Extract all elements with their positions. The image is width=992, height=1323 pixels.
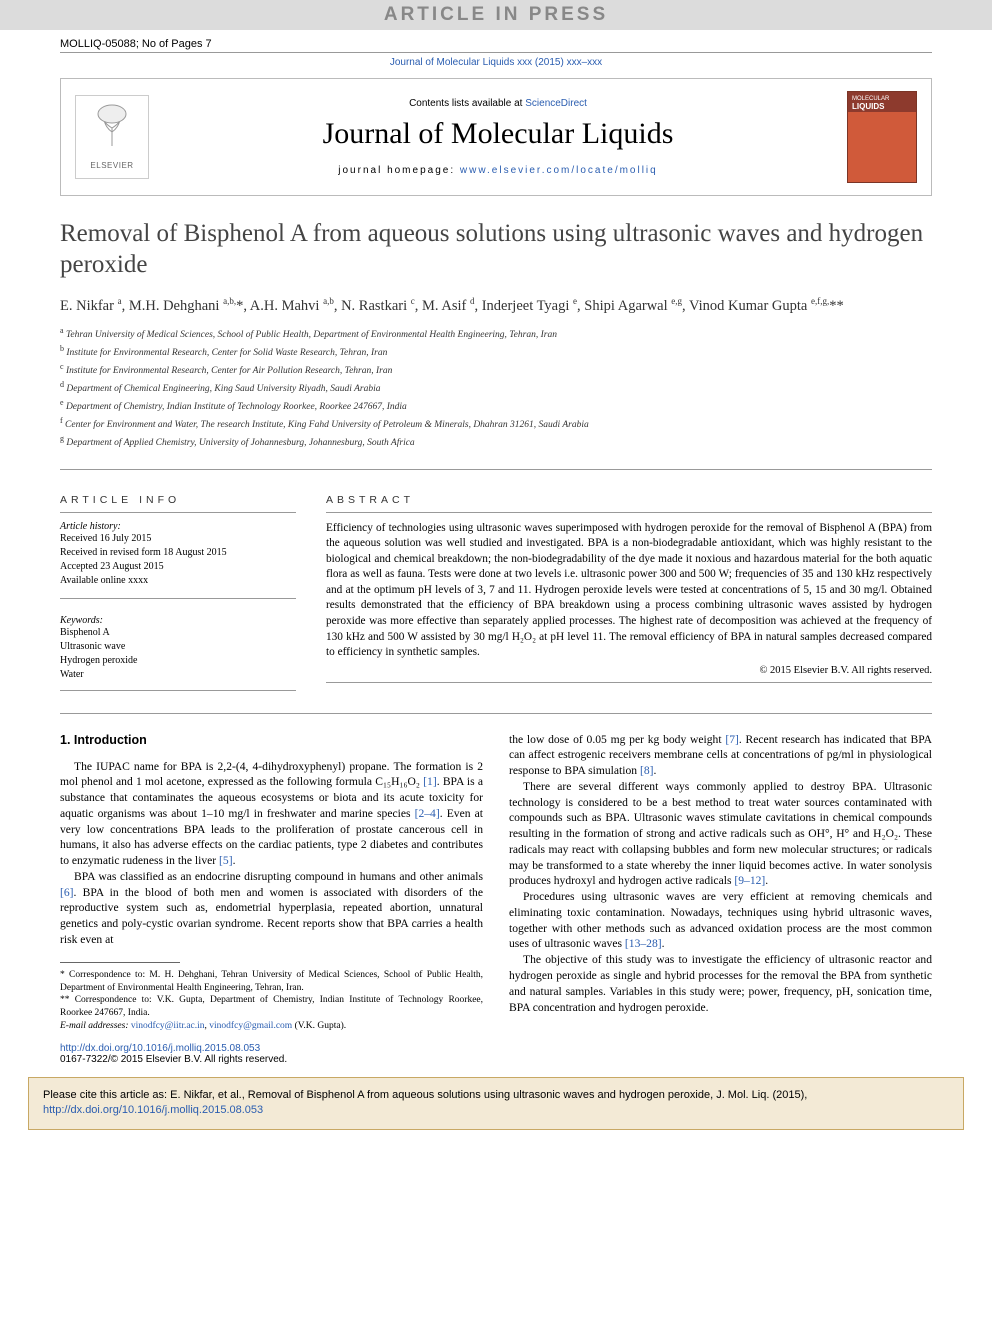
ref-link[interactable]: [9–12] [734, 874, 765, 887]
affiliation: b Institute for Environmental Research, … [60, 343, 932, 361]
sciencedirect-link[interactable]: ScienceDirect [525, 98, 587, 109]
elsevier-brand-text: ELSEVIER [90, 161, 133, 170]
intro-para-2: BPA was classified as an endocrine disru… [60, 869, 483, 948]
section-heading-intro: 1. Introduction [60, 732, 483, 749]
citation-box: Please cite this article as: E. Nikfar, … [28, 1077, 964, 1130]
abstract-copyright: © 2015 Elsevier B.V. All rights reserved… [326, 665, 932, 676]
ref-link[interactable]: [13–28] [625, 937, 662, 950]
article-title: Removal of Bisphenol A from aqueous solu… [60, 218, 932, 281]
intro-para-cont: the low dose of 0.05 mg per kg body weig… [509, 732, 932, 779]
intro-para-5: The objective of this study was to inves… [509, 952, 932, 1015]
intro-para-4: Procedures using ultrasonic waves are ve… [509, 889, 932, 952]
body-column-right: the low dose of 0.05 mg per kg body weig… [509, 732, 932, 1033]
affiliation: d Department of Chemical Engineering, Ki… [60, 379, 932, 397]
affiliation: c Institute for Environmental Research, … [60, 361, 932, 379]
article-in-press-banner: ARTICLE IN PRESS [0, 0, 992, 30]
keyword-item: Water [60, 668, 296, 682]
abstract-panel: ABSTRACT Efficiency of technologies usin… [326, 494, 932, 699]
ref-link[interactable]: [2–4] [415, 807, 440, 820]
journal-homepage-line: journal homepage: www.elsevier.com/locat… [149, 165, 847, 176]
citation-doi-link[interactable]: http://dx.doi.org/10.1016/j.molliq.2015.… [43, 1104, 263, 1116]
ref-link[interactable]: [1] [423, 775, 437, 788]
history-item: Received 16 July 2015 [60, 532, 296, 546]
keyword-item: Ultrasonic wave [60, 640, 296, 654]
journal-homepage-link[interactable]: www.elsevier.com/locate/molliq [460, 165, 658, 176]
elsevier-tree-icon [92, 104, 132, 157]
rule [60, 713, 932, 714]
ref-link[interactable]: [5] [219, 854, 233, 867]
history-item: Available online xxxx [60, 574, 296, 588]
intro-para-1: The IUPAC name for BPA is 2,2-(4, 4-dihy… [60, 759, 483, 869]
history-item: Received in revised form 18 August 2015 [60, 546, 296, 560]
footnote-emails: E-mail addresses: vinodfcy@iitr.ac.in, v… [60, 1020, 483, 1033]
ref-link[interactable]: [8] [640, 764, 654, 777]
doi-link[interactable]: http://dx.doi.org/10.1016/j.molliq.2015.… [60, 1043, 260, 1054]
journal-name: Journal of Molecular Liquids [149, 117, 847, 151]
journal-header: ELSEVIER Contents lists available at Sci… [60, 78, 932, 196]
ref-link[interactable]: [6] [60, 886, 74, 899]
footnotes: * Correspondence to: M. H. Dehghani, Teh… [60, 969, 483, 1033]
article-info-heading: ARTICLE INFO [60, 494, 296, 506]
keyword-item: Bisphenol A [60, 626, 296, 640]
article-history-list: Received 16 July 2015Received in revised… [60, 532, 296, 588]
footnote-corr1: * Correspondence to: M. H. Dehghani, Teh… [60, 969, 483, 995]
affiliation: f Center for Environment and Water, The … [60, 415, 932, 433]
affiliation: e Department of Chemistry, Indian Instit… [60, 397, 932, 415]
article-ref-code: MOLLIQ-05088; No of Pages 7 [60, 38, 212, 50]
elsevier-logo: ELSEVIER [75, 95, 149, 179]
footnote-rule [60, 962, 180, 963]
ref-link[interactable]: [7] [725, 733, 739, 746]
abstract-heading: ABSTRACT [326, 494, 932, 506]
footnote-corr2: ** Correspondence to: V.K. Gupta, Depart… [60, 994, 483, 1020]
keywords-list: Bisphenol AUltrasonic waveHydrogen perox… [60, 626, 296, 682]
intro-para-3: There are several different ways commonl… [509, 779, 932, 889]
top-ref-row: MOLLIQ-05088; No of Pages 7 [0, 30, 992, 52]
journal-cover-thumb: MOLECULAR LIQUIDS [847, 91, 917, 183]
issn-copyright: 0167-7322/© 2015 Elsevier B.V. All right… [60, 1054, 287, 1065]
journal-issue-link[interactable]: Journal of Molecular Liquids xxx (2015) … [390, 57, 602, 68]
email-link[interactable]: vinodfcy@iitr.ac.in [131, 1021, 205, 1031]
keyword-item: Hydrogen peroxide [60, 654, 296, 668]
article-history-heading: Article history: [60, 521, 296, 532]
body-column-left: 1. Introduction The IUPAC name for BPA i… [60, 732, 483, 1033]
keywords-heading: Keywords: [60, 615, 296, 626]
history-item: Accepted 23 August 2015 [60, 560, 296, 574]
doi-block: http://dx.doi.org/10.1016/j.molliq.2015.… [0, 1033, 992, 1065]
abstract-text: Efficiency of technologies using ultraso… [326, 521, 932, 661]
affiliation-list: a Tehran University of Medical Sciences,… [60, 325, 932, 450]
article-info-panel: ARTICLE INFO Article history: Received 1… [60, 494, 296, 699]
affiliation: g Department of Applied Chemistry, Unive… [60, 433, 932, 451]
affiliation: a Tehran University of Medical Sciences,… [60, 325, 932, 343]
author-list: E. Nikfar a, M.H. Dehghani a,b,*, A.H. M… [60, 295, 932, 318]
email-link[interactable]: vinodfcy@gmail.com [209, 1021, 292, 1031]
contents-lists-line: Contents lists available at ScienceDirec… [149, 98, 847, 109]
